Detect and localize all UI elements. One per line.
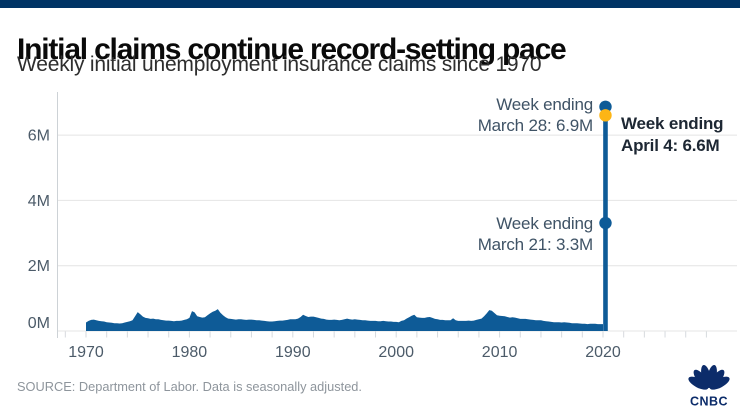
annotation-line: April 4: 6.6M — [621, 136, 720, 155]
cnbc-logo: CNBC — [688, 364, 730, 408]
cnbc-peacock-icon — [688, 364, 730, 390]
annotation-march-28: Week ending March 28: 6.9M — [477, 94, 594, 136]
annotation-line: Week ending — [496, 214, 593, 233]
page-subtitle: Weekly initial unemployment insurance cl… — [17, 53, 542, 76]
x-axis-label: 1970 — [68, 344, 104, 361]
y-axis-label: 0M — [28, 315, 50, 332]
data-point-april-4 — [599, 109, 612, 122]
annotation-line: March 21: 3.3M — [477, 235, 594, 254]
annotation-march-21: Week ending March 21: 3.3M — [477, 213, 594, 255]
annotation-line: Week ending — [496, 95, 593, 114]
annotation-april-4: Week ending April 4: 6.6M — [621, 113, 724, 157]
annotation-line: Week ending — [621, 114, 724, 133]
x-axis-label: 2020 — [585, 344, 621, 361]
source-note: SOURCE: Department of Labor. Data is sea… — [17, 379, 362, 394]
x-axis-label: 1990 — [275, 344, 311, 361]
data-point-march-28 — [599, 100, 612, 113]
data-point-march-21 — [599, 216, 612, 230]
x-axis-label: 1980 — [172, 344, 208, 361]
x-axis-label: 2010 — [482, 344, 518, 361]
y-axis-label: 4M — [28, 193, 50, 210]
y-axis-label: 6M — [28, 128, 50, 145]
x-axis-label: 2000 — [378, 344, 414, 361]
top-accent-bar — [0, 0, 740, 8]
annotation-line: March 28: 6.9M — [477, 116, 594, 135]
page-title: Initial claims continue record-setting p… — [17, 33, 567, 67]
cnbc-logo-text: CNBC — [690, 395, 728, 408]
y-axis-label: 2M — [28, 258, 50, 275]
claims-area-series — [86, 309, 603, 331]
